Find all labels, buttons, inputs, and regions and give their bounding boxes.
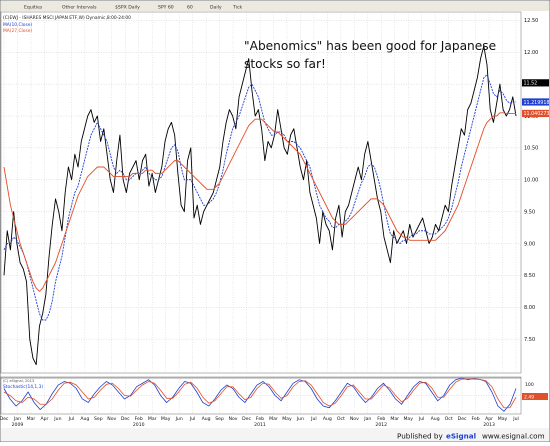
- price-tag: 11.52: [524, 81, 538, 87]
- price-tag-bg: [522, 98, 549, 106]
- toolbar-item[interactable]: Daily: [210, 4, 222, 10]
- x-year-label: 2012: [375, 422, 387, 428]
- x-tick-label: Oct: [337, 416, 345, 422]
- x-tick-label: Apr: [485, 416, 493, 422]
- x-tick-label: Jul: [512, 416, 519, 422]
- y-tick-label: 12.00: [524, 50, 538, 56]
- toolbar-item[interactable]: Tick: [232, 4, 242, 10]
- x-tick-label: Jun: [175, 416, 183, 422]
- y-tick-label: 10.50: [524, 146, 538, 152]
- x-tick-label: Feb: [135, 416, 143, 422]
- stochastic-tag-bg: [522, 393, 548, 400]
- price-tags: 11.52 11.219918 11.040273: [522, 79, 549, 117]
- toolbar-item[interactable]: 60: [187, 4, 193, 10]
- y-tick-label: 8.50: [524, 273, 535, 279]
- stochastic-tag: 2.49: [524, 395, 534, 401]
- x-tick-label: Aug: [323, 416, 332, 422]
- footer-url: www.esignal.com: [482, 432, 545, 441]
- x-tick-label: Aug: [80, 416, 89, 422]
- annotation-line-2: stocks so far!: [244, 57, 326, 71]
- ma27-line: [3, 112, 516, 292]
- x-tick-label: Sep: [94, 416, 103, 422]
- stochastic-level: 100: [525, 382, 534, 388]
- x-tick-label: Oct: [445, 416, 453, 422]
- x-year-label: 2009: [12, 422, 24, 428]
- footer-published: Published by: [397, 432, 443, 441]
- price-tag-bg: [522, 109, 549, 118]
- y-tick-label: 12.50: [524, 18, 538, 24]
- stochastic-series: [3, 377, 517, 412]
- x-tick-label: Dec: [0, 416, 9, 422]
- x-tick-label: Jul: [418, 416, 425, 422]
- x-tick-label: Dec: [458, 416, 467, 422]
- x-tick-label: Aug: [431, 416, 440, 422]
- x-tick-label: Mar: [269, 416, 278, 422]
- x-year-label: 2010: [133, 422, 145, 428]
- price-tag: 11.040273: [524, 111, 550, 117]
- stoch-k-line: [3, 377, 517, 412]
- y-tick-label: 9.00: [524, 241, 535, 247]
- price-plot-area: [0, 11, 522, 374]
- toolbar: [1, 1, 549, 11]
- y-tick-label: 10.00: [524, 178, 538, 184]
- footer-bar: [1, 428, 549, 441]
- price-tag: 11.219918: [524, 100, 550, 106]
- price-series: [3, 45, 517, 366]
- x-year-label: 2011: [254, 422, 266, 428]
- ma27-legend: MA(27,Close): [3, 28, 32, 34]
- x-tick-label: Apr: [40, 416, 48, 422]
- toolbar-item[interactable]: SPY 60: [158, 4, 174, 10]
- stochastic-copyright: (C) eSignal, 2013: [3, 379, 34, 383]
- x-tick-label: Jan: [363, 416, 371, 422]
- x-tick-label: Aug: [202, 416, 211, 422]
- x-tick-label: Sep: [215, 416, 224, 422]
- price-grid: [1, 12, 521, 373]
- x-tick-label: Nov: [107, 416, 116, 422]
- x-tick-label: Jul: [68, 416, 75, 422]
- stochastic-title: Stochastic(14,1,3): [3, 384, 43, 390]
- ma10-line: [3, 74, 516, 321]
- x-tick-label: Jul: [189, 416, 196, 422]
- x-tick-label: May: [282, 416, 292, 422]
- x-tick-label: May: [498, 416, 508, 422]
- toolbar-item[interactable]: Other Intervals: [62, 4, 97, 10]
- x-tick-label: Nov: [229, 416, 238, 422]
- y-tick-label: 8.00: [524, 305, 535, 311]
- price-tag-bg: [522, 79, 549, 87]
- x-tick-label: Mar: [148, 416, 157, 422]
- x-tick-label: Nov: [350, 416, 359, 422]
- toolbar-items: Equities Other Intervals $SPX Daily SPY 60 6…: [24, 4, 242, 10]
- y-tick-label: 9.50: [524, 209, 535, 215]
- x-tick-label: Feb: [377, 416, 385, 422]
- price-axis: 12.5012.0011.5011.0010.5010.009.509.008.…: [524, 18, 538, 343]
- x-tick-label: May: [161, 416, 171, 422]
- x-tick-label: Dec: [121, 416, 130, 422]
- x-tick-label: Jan: [13, 416, 21, 422]
- x-tick-label: Dec: [242, 416, 251, 422]
- x-tick-label: Mar: [390, 416, 399, 422]
- x-tick-label: Mar: [27, 416, 36, 422]
- time-axis: Dec Jan Mar Apr Jun Jul Aug Sep Nov Dec Feb Mar May J…: [0, 416, 519, 428]
- x-tick-label: Jul: [310, 416, 317, 422]
- toolbar-item[interactable]: Equities: [24, 4, 43, 10]
- x-tick-label: Jun: [296, 416, 304, 422]
- symbol-line: (C)EWJ - ISHARES MSCI JAPAN ETF,W) Dynam…: [3, 15, 131, 21]
- x-tick-label: Feb: [472, 416, 480, 422]
- toolbar-item[interactable]: $SPX Daily: [115, 4, 140, 10]
- x-year-label: 2013: [483, 422, 495, 428]
- x-tick-label: Jun: [53, 416, 61, 422]
- x-tick-label: May: [403, 416, 413, 422]
- annotation-line-1: "Abenomics" has been good for Japanese: [244, 39, 496, 53]
- ma10-legend: MA(10,Close): [3, 22, 32, 28]
- footer-brand: eSignal: [446, 432, 476, 441]
- x-tick-label: Feb: [256, 416, 264, 422]
- stoch-d-line: [3, 378, 517, 409]
- y-tick-label: 7.50: [524, 337, 535, 343]
